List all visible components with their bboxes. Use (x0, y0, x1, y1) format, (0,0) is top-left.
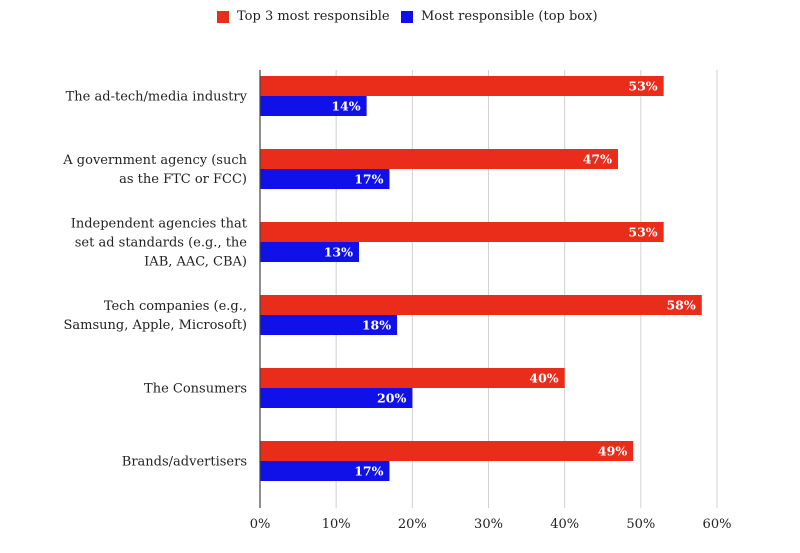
x-tick-label: 40% (550, 517, 579, 532)
category-label: Independent agencies that (71, 217, 248, 232)
category-label: Brands/advertisers (122, 455, 247, 470)
bar-top3 (260, 222, 664, 242)
bar-top3 (260, 76, 664, 96)
data-label: 13% (324, 245, 353, 260)
category-label: as the FTC or FCC) (119, 172, 247, 187)
bar-topbox (260, 388, 413, 408)
legend-swatch-blue (401, 10, 413, 23)
x-tick-label: 20% (398, 517, 427, 532)
x-tick-label: 30% (474, 517, 503, 532)
data-label: 17% (354, 172, 383, 187)
category-label: The Consumers (144, 382, 247, 397)
legend-item-top3: Top 3 most responsible (217, 9, 390, 24)
category-label: Samsung, Apple, Microsoft) (63, 318, 247, 333)
data-label: 14% (331, 99, 360, 114)
data-label: 17% (354, 464, 383, 479)
category-label: IAB, AAC, CBA) (144, 255, 247, 270)
bar-top3 (260, 295, 702, 315)
bar-topbox (260, 315, 398, 335)
bar-topbox (260, 169, 390, 189)
data-label: 40% (529, 371, 558, 386)
legend: Top 3 most responsible Most responsible … (0, 9, 800, 29)
bar-top3 (260, 149, 618, 169)
data-label: 53% (628, 225, 657, 240)
category-label: A government agency (such (62, 153, 247, 168)
data-label: 49% (598, 444, 627, 459)
bar-topbox (260, 242, 360, 262)
legend-item-topbox: Most responsible (top box) (401, 9, 598, 24)
category-label: Tech companies (e.g., (104, 299, 247, 314)
bar-topbox (260, 461, 390, 481)
x-tick-label: 50% (626, 517, 655, 532)
data-label: 20% (377, 391, 406, 406)
bar-top3 (260, 441, 634, 461)
legend-swatch-red (217, 10, 229, 23)
x-tick-label: 60% (703, 517, 732, 532)
data-label: 18% (362, 318, 391, 333)
category-label: The ad-tech/media industry (66, 90, 248, 105)
x-tick-label: 0% (250, 517, 271, 532)
data-label: 47% (583, 152, 612, 167)
bar-topbox (260, 96, 367, 116)
x-tick-label: 10% (322, 517, 351, 532)
bar-top3 (260, 368, 565, 388)
data-label: 58% (666, 298, 695, 313)
legend-label-topbox: Most responsible (top box) (421, 9, 598, 24)
legend-label-top3: Top 3 most responsible (237, 9, 390, 24)
data-label: 53% (628, 79, 657, 94)
category-label: set ad standards (e.g., the (75, 236, 248, 251)
